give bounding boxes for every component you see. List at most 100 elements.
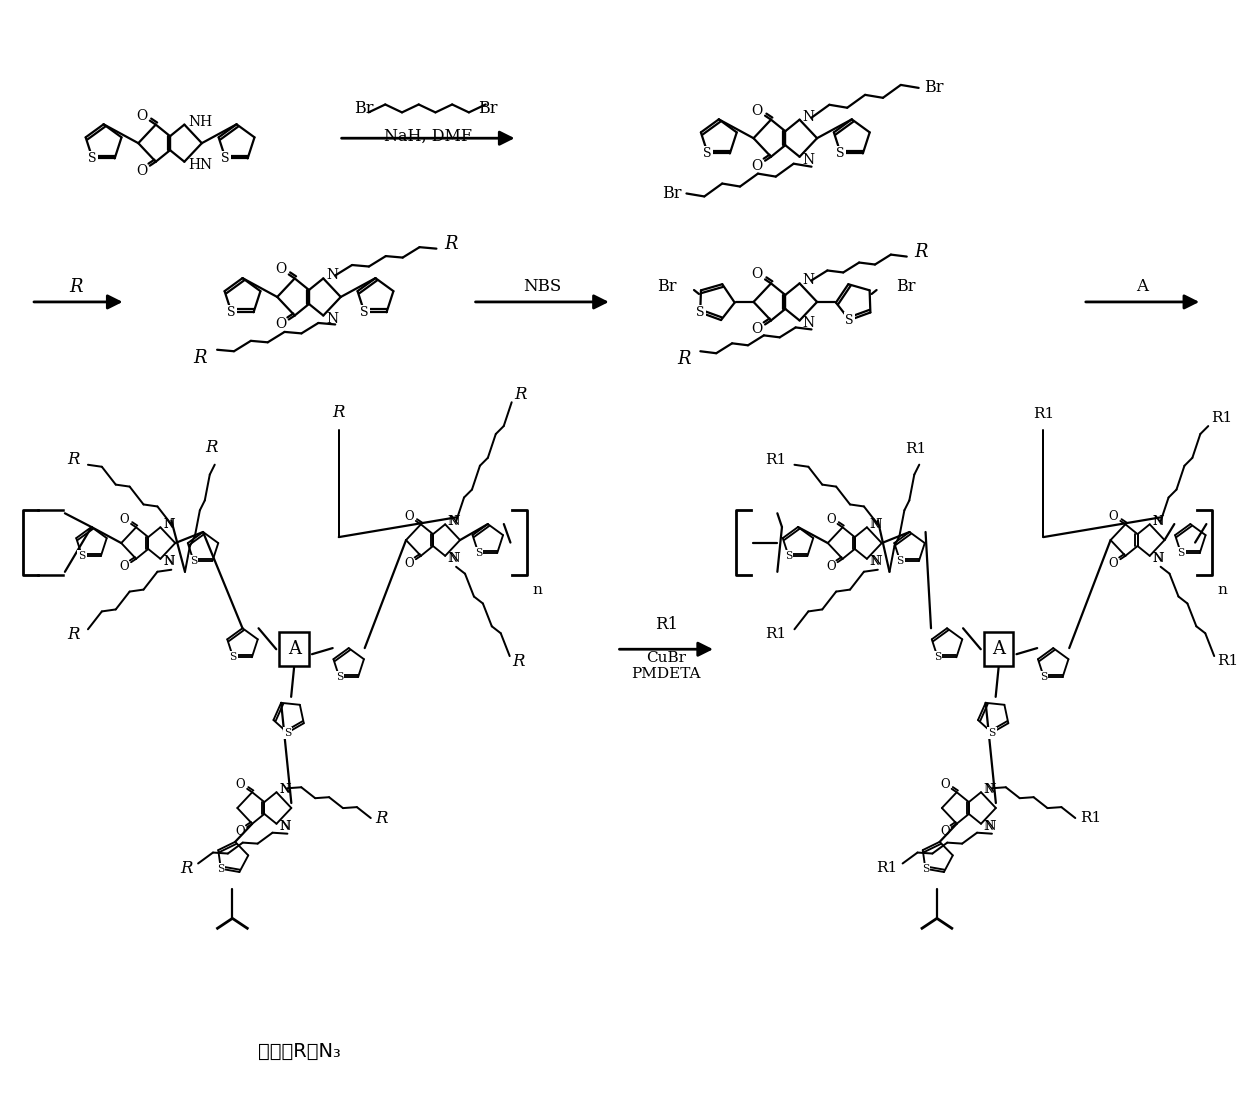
Text: N: N <box>326 312 339 326</box>
Text: NH: NH <box>188 115 212 129</box>
Text: O: O <box>404 557 414 570</box>
Text: S: S <box>696 306 704 319</box>
Text: O: O <box>751 268 763 282</box>
Text: N: N <box>164 517 175 531</box>
Text: S: S <box>229 652 237 662</box>
Text: R: R <box>444 235 458 253</box>
Text: R1: R1 <box>1211 411 1233 425</box>
Text: N: N <box>162 519 174 532</box>
Text: R1: R1 <box>765 453 786 467</box>
Text: O: O <box>1109 510 1118 523</box>
Text: Br: Br <box>353 100 373 117</box>
Text: S: S <box>227 306 236 318</box>
Text: S: S <box>921 864 929 874</box>
Text: N: N <box>870 555 882 568</box>
Text: 其中，R为N₃: 其中，R为N₃ <box>258 1042 341 1060</box>
Text: O: O <box>751 103 763 118</box>
Text: CuBr: CuBr <box>646 651 686 665</box>
Text: R1: R1 <box>905 442 928 456</box>
Text: O: O <box>136 164 148 177</box>
Text: S: S <box>475 548 482 558</box>
Text: NaH, DMF: NaH, DMF <box>384 129 472 145</box>
Text: N: N <box>326 269 339 283</box>
Text: R: R <box>67 451 81 468</box>
Text: R: R <box>69 279 83 296</box>
Text: O: O <box>751 159 763 173</box>
Text: S: S <box>217 864 224 874</box>
Text: Br: Br <box>924 79 944 97</box>
Text: R: R <box>67 625 81 643</box>
Text: O: O <box>275 262 286 276</box>
Text: N: N <box>164 555 175 568</box>
Text: S: S <box>846 314 854 327</box>
Text: S: S <box>1177 548 1184 558</box>
Text: N: N <box>1152 515 1162 528</box>
Text: Br: Br <box>479 100 497 117</box>
Text: N: N <box>1153 553 1164 565</box>
Text: R: R <box>332 404 345 421</box>
Text: HN: HN <box>188 157 212 172</box>
Text: R1: R1 <box>655 617 678 633</box>
Text: O: O <box>119 560 129 573</box>
Text: O: O <box>940 778 950 792</box>
Text: Br: Br <box>897 277 916 295</box>
Text: n: n <box>532 582 542 597</box>
Text: N: N <box>279 820 291 833</box>
Text: R1: R1 <box>765 628 786 641</box>
Text: N: N <box>869 519 879 532</box>
Text: S: S <box>284 728 291 738</box>
Text: N: N <box>448 515 458 528</box>
Text: R: R <box>181 860 193 876</box>
Text: N: N <box>985 783 996 796</box>
Text: R1: R1 <box>1033 407 1054 421</box>
Text: O: O <box>236 825 246 838</box>
Text: S: S <box>360 306 368 318</box>
Text: PMDETA: PMDETA <box>631 667 701 682</box>
Text: N: N <box>985 820 996 833</box>
Text: N: N <box>802 273 815 287</box>
Text: N: N <box>870 517 882 531</box>
Text: O: O <box>404 510 414 523</box>
Text: N: N <box>802 110 815 123</box>
Text: N: N <box>162 555 174 568</box>
Text: O: O <box>940 825 950 838</box>
Text: R: R <box>915 242 929 261</box>
Text: R: R <box>376 809 388 827</box>
Text: N: N <box>1152 552 1162 565</box>
Text: O: O <box>826 560 836 573</box>
Text: N: N <box>802 153 815 166</box>
Text: S: S <box>934 652 941 662</box>
Text: O: O <box>236 778 246 792</box>
Text: N: N <box>1153 515 1164 527</box>
Text: R: R <box>512 653 526 669</box>
Text: A: A <box>992 641 1006 658</box>
Text: N: N <box>279 783 289 796</box>
Text: N: N <box>983 820 993 832</box>
Text: S: S <box>703 146 712 160</box>
Text: S: S <box>1040 672 1048 683</box>
Text: N: N <box>802 316 815 330</box>
Text: S: S <box>897 556 904 566</box>
Text: N: N <box>448 552 458 565</box>
Text: A: A <box>1137 277 1148 295</box>
Text: S: S <box>78 550 86 562</box>
Text: n: n <box>1216 582 1226 597</box>
Text: O: O <box>1109 557 1118 570</box>
Text: N: N <box>279 820 289 832</box>
Text: S: S <box>837 146 844 160</box>
Text: O: O <box>275 317 286 331</box>
Text: S: S <box>88 152 97 165</box>
Text: N: N <box>869 555 879 568</box>
Text: S: S <box>785 550 792 562</box>
Text: O: O <box>751 323 763 337</box>
Text: O: O <box>826 513 836 526</box>
Text: R1: R1 <box>877 861 898 875</box>
Text: A: A <box>288 641 300 658</box>
Text: S: S <box>190 556 197 566</box>
Text: S: S <box>336 672 343 683</box>
Text: S: S <box>988 728 996 738</box>
Text: R: R <box>193 349 207 367</box>
Text: R1: R1 <box>1080 811 1101 825</box>
Text: N: N <box>279 783 291 796</box>
Text: S: S <box>221 152 229 165</box>
